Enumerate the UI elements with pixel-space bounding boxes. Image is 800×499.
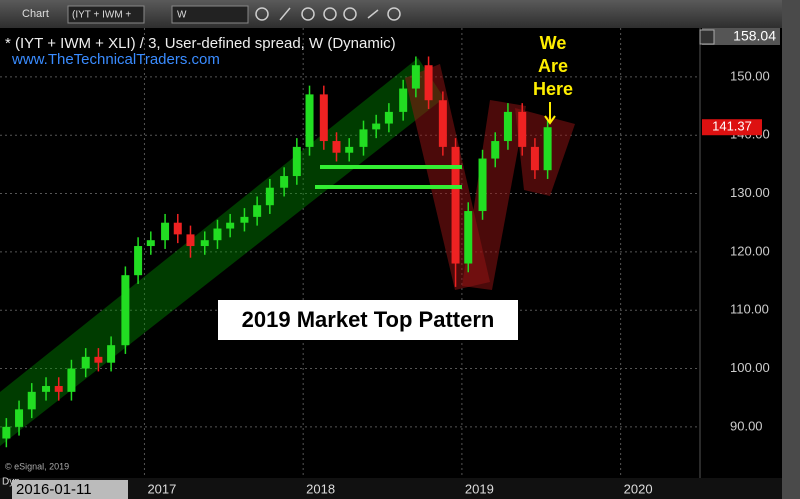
candle-body bbox=[15, 409, 24, 427]
window-button[interactable] bbox=[699, 29, 715, 45]
last-price: 141.37 bbox=[712, 119, 752, 134]
chart-title: * (IYT + IWM + XLI) / 3, User-defined sp… bbox=[5, 35, 396, 52]
candle-body bbox=[451, 146, 460, 264]
symbol-box[interactable] bbox=[67, 5, 145, 24]
candle-body bbox=[81, 356, 90, 369]
top-price: 158.04 bbox=[733, 28, 776, 44]
x-tick-label: 2019 bbox=[465, 481, 494, 496]
candle-body bbox=[200, 240, 209, 247]
y-tick-label: 100.00 bbox=[730, 360, 770, 375]
candle-body bbox=[42, 386, 51, 392]
x-tick-label: 2020 bbox=[624, 481, 653, 496]
y-tick-label: 110.00 bbox=[730, 302, 769, 317]
candle-body bbox=[503, 111, 512, 142]
annotation: Here bbox=[533, 79, 573, 99]
scrollbar[interactable] bbox=[782, 0, 800, 499]
candle-body bbox=[146, 240, 155, 247]
annotation: 2019 Market Top Pattern bbox=[242, 307, 495, 332]
candle-body bbox=[399, 88, 408, 112]
candle-body bbox=[384, 111, 393, 124]
y-tick-label: 120.00 bbox=[730, 243, 770, 258]
annotation: We bbox=[540, 33, 567, 53]
candle-body bbox=[186, 234, 195, 247]
candle-body bbox=[292, 146, 301, 177]
candle-body bbox=[134, 246, 143, 276]
candle-body bbox=[240, 216, 249, 223]
x-tick-label: 2017 bbox=[147, 481, 176, 496]
candle-body bbox=[530, 146, 539, 171]
candles bbox=[2, 56, 552, 448]
mode-label: Dyn bbox=[2, 477, 20, 488]
candle-body bbox=[319, 94, 328, 142]
candle-body bbox=[161, 222, 170, 241]
candle-body bbox=[213, 228, 222, 241]
candle-body bbox=[2, 426, 11, 439]
chart-subtitle: www.TheTechnicalTraders.com bbox=[11, 51, 220, 68]
candle-body bbox=[372, 123, 381, 130]
candle-body bbox=[543, 127, 552, 171]
x-axis-bar bbox=[0, 478, 782, 499]
candle-body bbox=[107, 345, 116, 363]
grid bbox=[0, 28, 700, 478]
top-price-box bbox=[702, 28, 780, 45]
candle-body bbox=[424, 65, 433, 101]
candle-body bbox=[67, 368, 76, 392]
candle-body bbox=[464, 211, 473, 264]
x-tick-label: 2018 bbox=[306, 481, 335, 496]
toolbar-icons[interactable] bbox=[255, 7, 401, 21]
annotation-box bbox=[218, 300, 518, 340]
last-price-box bbox=[702, 119, 762, 136]
candle-body bbox=[359, 129, 368, 147]
arrow bbox=[544, 102, 556, 125]
window-title: Chart bbox=[22, 8, 49, 20]
candle-body bbox=[54, 386, 63, 392]
candle-body bbox=[411, 65, 420, 89]
candle-body bbox=[27, 391, 36, 410]
axis-labels: 90.00100.00110.00120.00130.00140.00150.0… bbox=[147, 68, 769, 496]
candle-body bbox=[121, 275, 130, 346]
candle-body bbox=[491, 141, 500, 159]
candle-body bbox=[332, 141, 341, 153]
candle-body bbox=[305, 94, 314, 147]
candle-body bbox=[94, 356, 103, 363]
symbol-text: (IYT + IWM + bbox=[72, 10, 131, 21]
y-tick-label: 130.00 bbox=[730, 185, 770, 200]
cursor-date-box bbox=[12, 480, 128, 499]
candle-body bbox=[345, 146, 354, 153]
y-tick-label: 90.00 bbox=[730, 418, 763, 433]
interval-box[interactable] bbox=[171, 5, 249, 24]
y-tick-label: 150.00 bbox=[730, 68, 770, 83]
interval-text: W bbox=[177, 10, 187, 21]
copyright: © eSignal, 2019 bbox=[5, 461, 69, 471]
candle-body bbox=[280, 176, 289, 188]
rebound-channel bbox=[462, 100, 526, 290]
cursor-date: 2016-01-11 bbox=[16, 481, 92, 498]
candle-body bbox=[438, 100, 447, 147]
candle-body bbox=[478, 158, 487, 212]
y-axis-panel bbox=[700, 28, 782, 478]
candle-body bbox=[265, 187, 274, 206]
candle-body bbox=[173, 222, 182, 235]
candle-body bbox=[518, 111, 527, 147]
annotation: Are bbox=[538, 56, 568, 76]
candle-body bbox=[253, 205, 262, 217]
candle-body bbox=[226, 222, 235, 229]
